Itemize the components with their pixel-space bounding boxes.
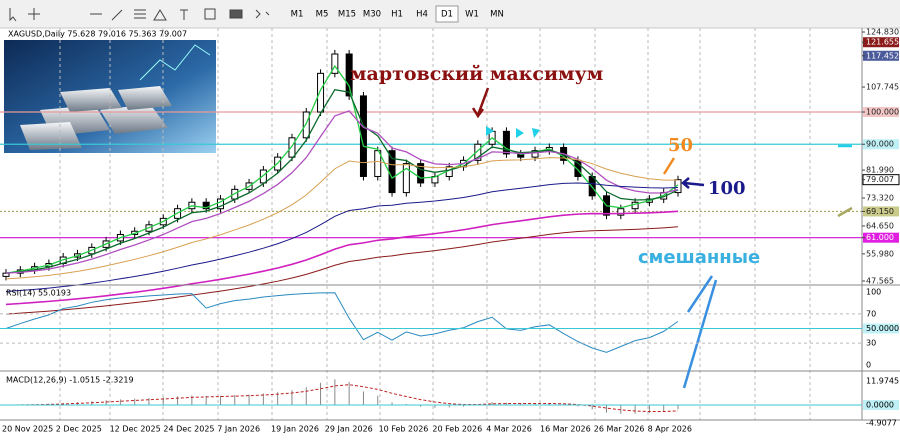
time-label: 20 Feb 2026 — [432, 425, 482, 434]
candle — [674, 179, 682, 194]
annotation: 50 — [668, 135, 693, 156]
annotation: смешанные — [638, 247, 760, 268]
rsi-tick-label: 30 — [866, 339, 876, 348]
price-label-bg — [863, 232, 899, 243]
price-label: 69.150 — [866, 207, 894, 216]
price-label: 117.452 — [866, 51, 899, 60]
cyan-markers — [486, 126, 540, 138]
time-label: 26 Mar 2026 — [594, 425, 645, 434]
price-label-bg — [863, 50, 899, 61]
price-label: 81.990 — [866, 166, 894, 175]
annotation: мартовский максимум — [350, 63, 603, 85]
candle — [502, 130, 510, 155]
price-label: 107.745 — [866, 83, 899, 92]
price-label: 55.980 — [866, 249, 894, 258]
timeframe-button[interactable]: H1 — [391, 10, 403, 20]
candle — [317, 72, 325, 113]
time-label: 10 Feb 2026 — [379, 425, 429, 434]
ma-line — [5, 210, 679, 306]
candle — [216, 198, 224, 210]
time-label: 2 Dec 2025 — [56, 425, 102, 434]
timeframe-button[interactable]: M30 — [363, 10, 381, 20]
macd-signal — [5, 384, 679, 413]
candle — [474, 143, 482, 161]
candle — [259, 169, 267, 184]
candle — [331, 53, 339, 74]
macd-tick-label: 11.9745 — [866, 377, 899, 386]
price-label: 90.000 — [866, 140, 894, 149]
macd-tick-label: 0.0000 — [866, 401, 894, 410]
time-label: 24 Dec 2025 — [163, 425, 214, 434]
annotation: 100 — [708, 178, 746, 199]
candle — [302, 111, 310, 139]
rsi-tick-label: 70 — [866, 309, 876, 318]
price-label-bg — [863, 206, 899, 217]
price-label: 47.565 — [866, 277, 894, 286]
macd-tick-label: -4.9077 — [866, 418, 897, 427]
time-label: 29 Jan 2026 — [325, 425, 373, 434]
ma-line — [5, 226, 679, 315]
timeframe-button[interactable]: D1 — [441, 10, 453, 20]
time-label: 4 Mar 2026 — [486, 425, 532, 434]
rsi-tick-label: 100 — [866, 288, 881, 297]
arrows — [471, 87, 853, 389]
ma-line — [5, 157, 679, 280]
ma-line — [5, 182, 679, 293]
timeframes: M1 M5 M15 M30 H1 H4 D1 W1 MN — [291, 5, 504, 23]
time-label: 19 Jan 2026 — [271, 425, 319, 434]
candle — [417, 163, 425, 184]
candle — [531, 150, 539, 158]
timeframe-button[interactable]: M15 — [338, 10, 356, 20]
candle — [288, 137, 296, 158]
rsi-line — [5, 292, 679, 353]
rsi-tick-label: 0 — [866, 361, 871, 370]
ma-line — [5, 110, 679, 274]
price-label-bg — [863, 107, 899, 118]
price-label-bg — [863, 139, 899, 150]
candle — [388, 150, 396, 194]
timeframe-button[interactable]: M5 — [316, 10, 329, 20]
active-timeframe — [435, 5, 459, 23]
timeframe-button[interactable]: W1 — [465, 10, 479, 20]
symbol-info: XAGUSD,Daily 75.628 79.016 75.363 79.007 — [8, 30, 187, 39]
price-label-bg — [863, 37, 899, 48]
timeframe-button[interactable]: MN — [490, 10, 504, 20]
rsi-label: RSI(14) 55.0193 — [6, 289, 71, 298]
ma-line — [5, 88, 679, 274]
time-label: 7 Jan 2026 — [217, 425, 260, 434]
time-label: 12 Dec 2025 — [110, 425, 161, 434]
tool-icons — [9, 8, 270, 22]
macd-label: MACD(12,26,9) -1.0515 -2.3219 — [6, 376, 134, 385]
price-label: 121.655 — [866, 38, 899, 47]
candle — [402, 163, 410, 194]
rsi-tick-label: 50.0000 — [866, 324, 899, 333]
candle — [345, 53, 353, 97]
rsi-label-bg — [863, 323, 899, 334]
timeframe-button[interactable]: H4 — [416, 10, 428, 20]
time-label: 20 Nov 2025 — [2, 425, 53, 434]
price-label: 79.007 — [866, 175, 894, 184]
macd-label-bg — [863, 400, 899, 410]
price-plot — [0, 28, 862, 420]
price-label: 124.830 — [866, 28, 899, 37]
time-label: 16 Mar 2026 — [540, 425, 591, 434]
candle — [202, 201, 210, 210]
candle — [617, 208, 625, 216]
price-label: 61.000 — [866, 233, 894, 242]
silver-bars — [20, 44, 211, 150]
time-label: 8 Apr 2026 — [648, 425, 692, 434]
price-label: 73.320 — [866, 194, 894, 203]
price-label: 64.650 — [866, 221, 894, 230]
timeframe-button[interactable]: M1 — [291, 10, 304, 20]
price-label: 100.000 — [866, 108, 899, 117]
